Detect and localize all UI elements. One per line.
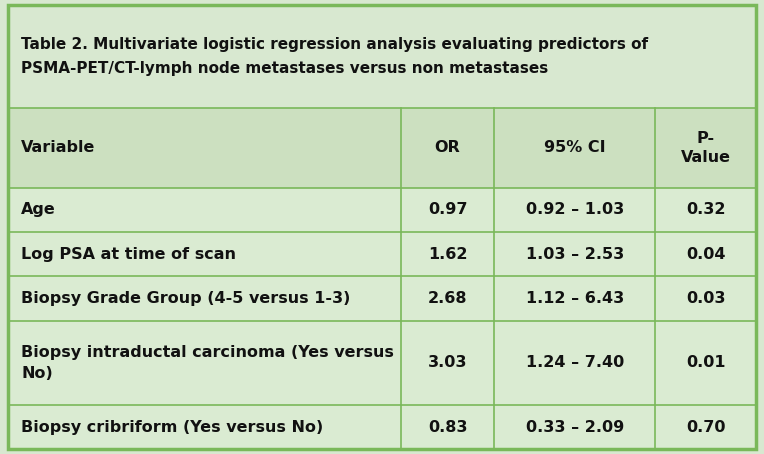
Text: Biopsy Grade Group (4-5 versus 1-3): Biopsy Grade Group (4-5 versus 1-3)	[21, 291, 351, 306]
Text: 2.68: 2.68	[428, 291, 468, 306]
Bar	[8, 188, 756, 232]
Text: 1.24 – 7.40: 1.24 – 7.40	[526, 355, 624, 370]
Bar	[8, 405, 756, 449]
Bar	[8, 276, 756, 321]
Text: Biopsy cribriform (Yes versus No): Biopsy cribriform (Yes versus No)	[21, 420, 324, 435]
Text: 0.83: 0.83	[428, 420, 468, 435]
Text: Age: Age	[21, 202, 56, 217]
Text: 0.97: 0.97	[428, 202, 468, 217]
Text: 1.03 – 2.53: 1.03 – 2.53	[526, 247, 624, 262]
Text: 0.01: 0.01	[686, 355, 726, 370]
Text: P-
Value: P- Value	[681, 131, 731, 165]
Text: 95% CI: 95% CI	[544, 140, 606, 155]
Text: Variable: Variable	[21, 140, 96, 155]
Text: 0.04: 0.04	[686, 247, 726, 262]
Text: Log PSA at time of scan: Log PSA at time of scan	[21, 247, 236, 262]
Text: 0.03: 0.03	[686, 291, 726, 306]
Text: 0.70: 0.70	[686, 420, 726, 435]
Text: 3.03: 3.03	[428, 355, 468, 370]
Text: Biopsy intraductal carcinoma (Yes versus
No): Biopsy intraductal carcinoma (Yes versus…	[21, 345, 394, 381]
Bar	[8, 5, 756, 108]
Bar	[8, 232, 756, 276]
Text: 1.62: 1.62	[428, 247, 468, 262]
Text: 0.32: 0.32	[686, 202, 726, 217]
Text: 0.33 – 2.09: 0.33 – 2.09	[526, 420, 624, 435]
Bar	[8, 321, 756, 405]
Text: 0.92 – 1.03: 0.92 – 1.03	[526, 202, 624, 217]
Bar	[8, 108, 756, 188]
Text: Table 2. Multivariate logistic regression analysis evaluating predictors of
PSMA: Table 2. Multivariate logistic regressio…	[21, 37, 649, 75]
Text: 1.12 – 6.43: 1.12 – 6.43	[526, 291, 624, 306]
Text: OR: OR	[435, 140, 461, 155]
